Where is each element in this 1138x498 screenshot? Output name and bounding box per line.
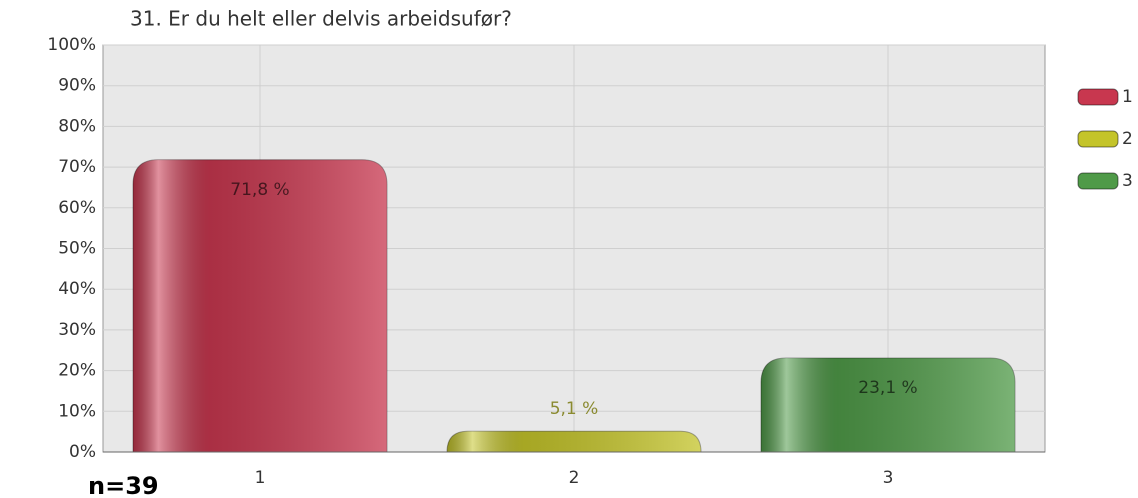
legend-label: 1 — [1122, 87, 1133, 107]
data-label: 23,1 % — [858, 378, 917, 398]
y-tick-label: 80% — [58, 116, 96, 136]
y-tick-label: 50% — [58, 239, 96, 259]
data-label: 5,1 % — [550, 399, 599, 419]
annotation: n=39 — [88, 472, 159, 498]
y-tick-label: 90% — [58, 76, 96, 96]
legend-swatch — [1077, 130, 1119, 148]
chart-title: 31. Er du helt eller delvis arbeidsufør? — [130, 7, 512, 31]
y-tick-label: 70% — [58, 157, 96, 177]
legend-label: 3 — [1122, 171, 1133, 191]
y-tick-label: 10% — [58, 401, 96, 421]
y-tick-label: 0% — [69, 442, 96, 462]
y-tick-label: 40% — [58, 279, 96, 299]
bar-shine — [133, 159, 387, 453]
legend-label: 2 — [1122, 129, 1133, 149]
bar-shine — [447, 431, 701, 452]
x-tick-label: 3 — [883, 468, 894, 488]
bar-shine — [761, 357, 1015, 452]
x-tick-label: 2 — [569, 468, 580, 488]
y-tick-label: 20% — [58, 361, 96, 381]
y-tick-label: 60% — [58, 198, 96, 218]
legend-swatch — [1077, 172, 1119, 190]
y-tick-label: 30% — [58, 320, 96, 340]
x-tick-label: 1 — [255, 468, 266, 488]
data-label: 71,8 % — [230, 180, 289, 200]
legend-swatch — [1077, 88, 1119, 106]
y-tick-label: 100% — [47, 35, 96, 55]
